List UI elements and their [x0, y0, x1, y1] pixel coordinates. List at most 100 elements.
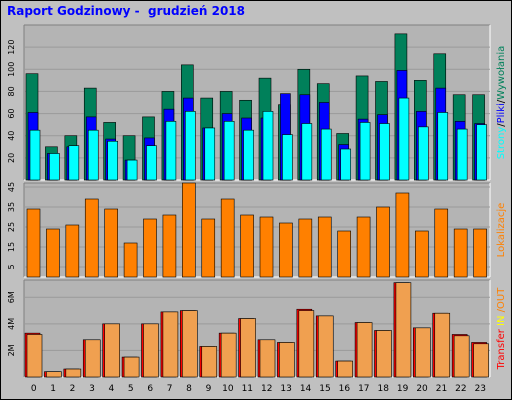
x-tick-label-19: 19: [397, 384, 409, 394]
bar-strony-6: [146, 145, 157, 181]
hits-panel-legend-part: Strony: [496, 127, 507, 160]
x-tick-label-11: 11: [242, 384, 253, 394]
bar-lokalizacje-4: [104, 208, 118, 278]
x-tick-label-21: 21: [436, 384, 447, 394]
bar-lokalizacje-12: [259, 216, 274, 278]
x-tick-label-17: 17: [358, 384, 369, 394]
transfer-panel-legend: Transfer IN /OUT: [496, 287, 507, 371]
bar-strony-10: [223, 121, 235, 181]
bar-strony-7: [165, 121, 177, 181]
bar-lokalizacje-1: [46, 228, 60, 278]
bar-lokalizacje-10: [220, 198, 235, 278]
bar-transfer-out-10: [220, 332, 237, 378]
bar-strony-2: [68, 145, 80, 181]
x-tick-label-3: 3: [89, 384, 95, 394]
bar-transfer-out-21: [434, 312, 451, 378]
bar-lokalizacje-14: [298, 218, 313, 278]
locations-panel-y-tick-label: 15: [7, 242, 16, 252]
x-tick-label-9: 9: [206, 384, 212, 394]
hits-panel-legend-part: /: [496, 123, 507, 127]
x-tick-label-0: 0: [31, 384, 37, 394]
bar-transfer-out-13: [279, 342, 295, 378]
x-tick-label-4: 4: [109, 384, 115, 394]
bar-strony-14: [301, 123, 313, 181]
bar-transfer-out-8: [182, 310, 198, 378]
bar-transfer-out-0: [26, 334, 43, 378]
bar-strony-22: [456, 128, 468, 181]
bar-lokalizacje-6: [143, 218, 157, 278]
transfer-panel-legend-part: IN: [496, 312, 507, 329]
hits-panel-background: [24, 25, 490, 180]
bar-transfer-out-16: [337, 360, 353, 378]
transfer-panel-y-tick-label: 4M: [7, 318, 16, 330]
bar-lokalizacje-9: [201, 218, 216, 278]
transfer-panel-y-tick-label: 2M: [7, 344, 16, 356]
x-tick-label-15: 15: [319, 384, 330, 394]
bar-strony-13: [282, 134, 293, 181]
bar-lokalizacje-2: [65, 224, 80, 278]
bar-strony-8: [185, 111, 196, 181]
x-tick-label-7: 7: [167, 384, 173, 394]
x-tick-label-20: 20: [416, 384, 428, 394]
x-tick-label-16: 16: [339, 384, 351, 394]
hits-panel-legend-part: Wywołania: [496, 46, 507, 100]
bar-lokalizacje-13: [279, 222, 293, 278]
locations-panel-y-tick-label: 5: [7, 264, 16, 269]
x-tick-label-13: 13: [280, 384, 291, 394]
bar-lokalizacje-21: [434, 208, 449, 278]
bar-lokalizacje-23: [473, 228, 487, 278]
x-tick-label-12: 12: [261, 384, 272, 394]
hits-panel-y-tick-label: 100: [7, 62, 16, 77]
bar-lokalizacje-22: [453, 228, 468, 278]
x-tick-label-22: 22: [455, 384, 466, 394]
bar-strony-17: [359, 122, 371, 181]
bar-strony-11: [243, 129, 254, 181]
bar-strony-5: [126, 159, 138, 181]
bar-lokalizacje-7: [162, 214, 177, 278]
bar-strony-9: [204, 127, 216, 181]
transfer-panel-legend-part: OUT: [496, 287, 507, 309]
hits-panel-y-tick-label: 120: [7, 40, 16, 55]
bar-strony-16: [340, 148, 351, 181]
bar-lokalizacje-8: [182, 182, 196, 278]
bar-lokalizacje-11: [240, 214, 254, 278]
hits-panel-legend-part: Pliki: [496, 103, 507, 123]
transfer-panel-background: [24, 280, 490, 377]
bar-transfer-out-3: [84, 339, 101, 378]
bar-lokalizacje-16: [337, 230, 351, 278]
transfer-panel-legend-part: /: [496, 308, 507, 312]
x-tick-label-6: 6: [147, 384, 153, 394]
x-tick-label-18: 18: [377, 384, 389, 394]
bar-transfer-out-4: [104, 323, 120, 378]
bar-strony-19: [398, 97, 410, 181]
x-tick-label-10: 10: [222, 384, 234, 394]
x-tick-label-1: 1: [50, 384, 56, 394]
locations-panel-legend-part: Lokalizacje: [496, 203, 507, 258]
bar-strony-18: [379, 123, 390, 181]
locations-panel-y-tick-label: 35: [7, 202, 16, 212]
bar-strony-20: [418, 126, 429, 181]
bar-transfer-out-7: [162, 311, 179, 378]
hits-panel-y-tick-label: 80: [7, 86, 16, 96]
bar-transfer-out-1: [46, 371, 62, 378]
bar-strony-23: [476, 124, 487, 181]
bar-strony-21: [437, 112, 449, 181]
bar-strony-12: [262, 111, 274, 181]
hits-panel-y-tick-label: 40: [7, 131, 16, 141]
bar-strony-15: [320, 128, 332, 181]
bar-transfer-out-15: [317, 315, 334, 378]
locations-panel-y-tick-label: 25: [7, 222, 16, 232]
bar-transfer-out-2: [65, 368, 82, 378]
bar-lokalizacje-3: [84, 198, 99, 278]
bar-lokalizacje-15: [317, 216, 332, 278]
bar-transfer-out-14: [298, 310, 315, 378]
bar-transfer-out-20: [415, 327, 431, 378]
bar-transfer-out-5: [123, 356, 140, 378]
transfer-panel-y-tick-label: 6M: [7, 291, 16, 303]
bar-lokalizacje-0: [26, 208, 41, 278]
report-title: Raport Godzinowy - grudzień 2018: [7, 4, 245, 18]
bar-lokalizacje-17: [356, 216, 371, 278]
bar-lokalizacje-18: [376, 206, 390, 278]
bar-transfer-out-17: [356, 322, 373, 378]
